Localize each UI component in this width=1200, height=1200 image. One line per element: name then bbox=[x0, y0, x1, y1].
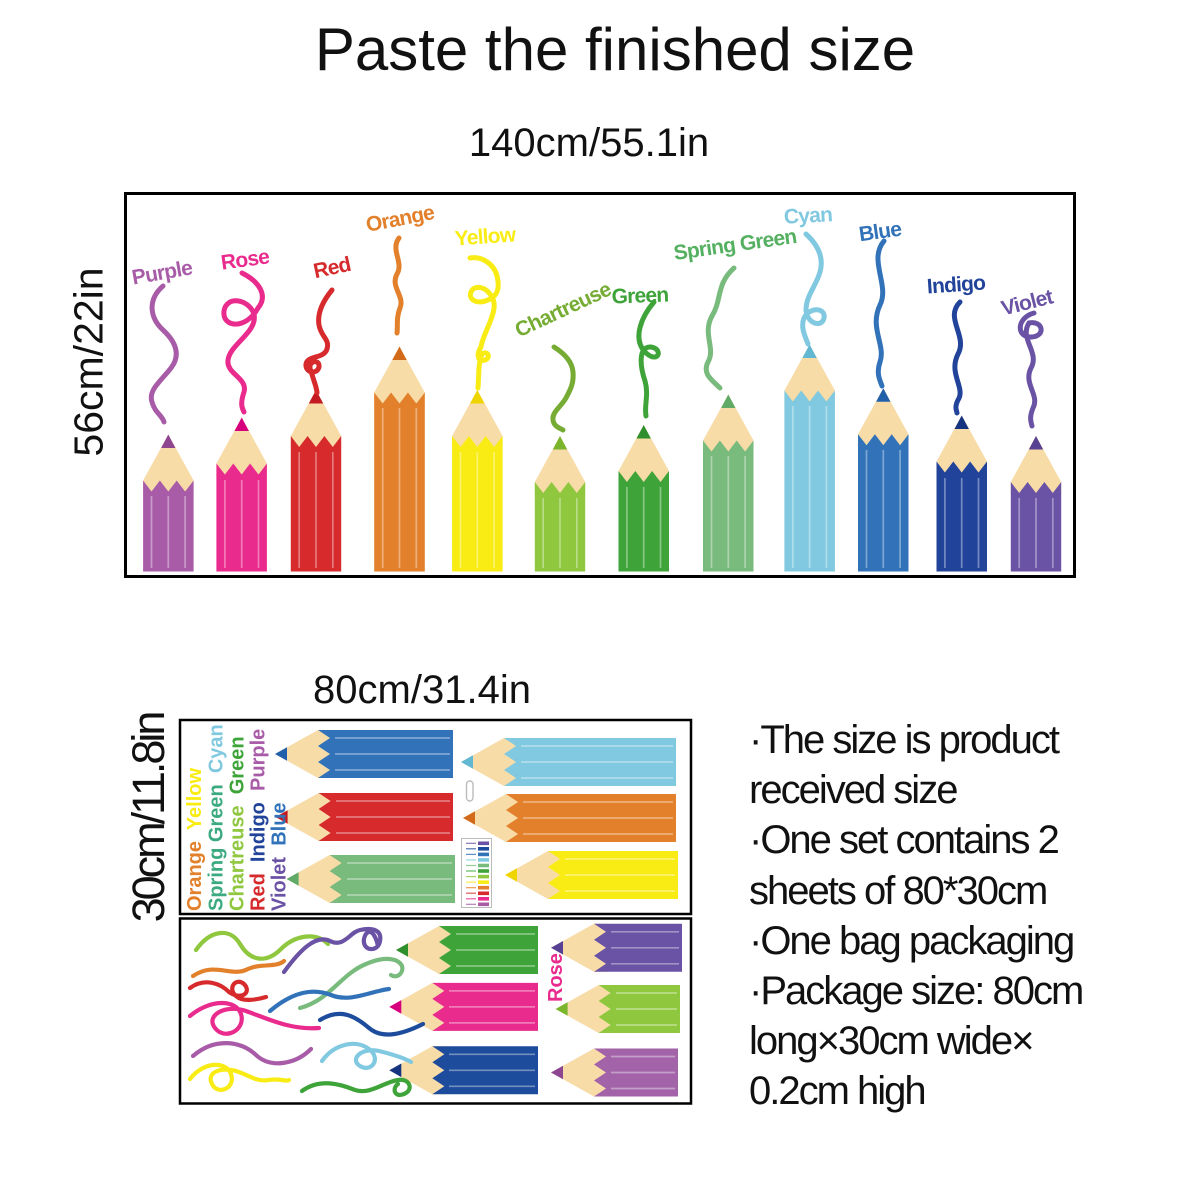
svg-text:Rose: Rose bbox=[220, 245, 271, 274]
svg-text:Red: Red bbox=[311, 253, 352, 283]
svg-text:Cyan: Cyan bbox=[783, 203, 832, 228]
svg-text:Purple: Purple bbox=[130, 256, 194, 289]
svg-text:Chartreuse Green: Chartreuse Green bbox=[227, 736, 249, 911]
svg-text:Red Indigo Purple: Red Indigo Purple bbox=[248, 729, 270, 911]
svg-text:Indigo: Indigo bbox=[926, 271, 986, 298]
svg-text:Blue: Blue bbox=[857, 218, 902, 247]
svg-text:Violet Blue: Violet Blue bbox=[269, 802, 291, 911]
svg-text:Yellow: Yellow bbox=[454, 223, 517, 250]
svg-text:Green: Green bbox=[611, 284, 668, 309]
svg-text:Spring Green: Spring Green bbox=[672, 225, 797, 265]
svg-text:Rose: Rose bbox=[545, 953, 567, 1002]
svg-text:Chartreuse: Chartreuse bbox=[512, 278, 615, 342]
svg-text:Spring Green Cyan: Spring Green Cyan bbox=[206, 724, 228, 911]
svg-text:Orange: Orange bbox=[364, 201, 436, 237]
svg-text:Orange Yellow: Orange Yellow bbox=[184, 768, 206, 911]
